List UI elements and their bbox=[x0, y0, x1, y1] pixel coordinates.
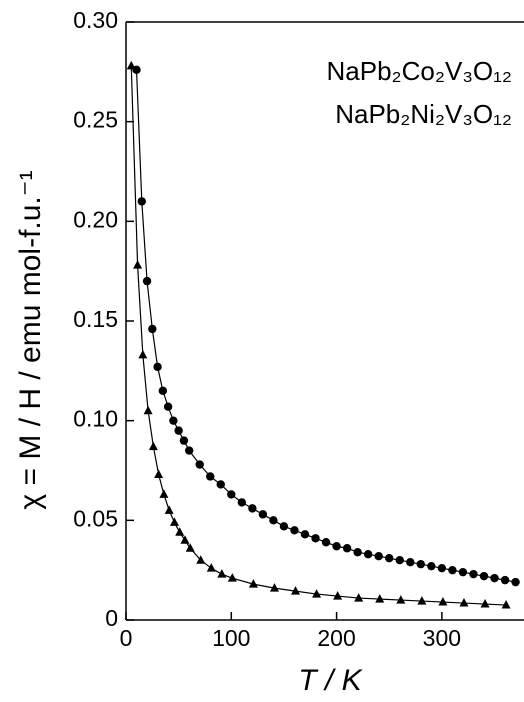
series-line bbox=[130, 65, 507, 606]
data-point bbox=[479, 571, 489, 581]
data-point bbox=[269, 583, 279, 592]
data-point bbox=[342, 544, 352, 553]
data-point bbox=[459, 598, 469, 607]
data-point bbox=[206, 472, 215, 481]
data-point bbox=[179, 436, 189, 445]
data-point bbox=[406, 557, 415, 567]
data-point bbox=[290, 526, 299, 535]
data-point bbox=[217, 569, 227, 578]
y-tick-label: 0.25 bbox=[73, 107, 118, 133]
data-point bbox=[300, 530, 310, 539]
series-line bbox=[135, 69, 516, 583]
x-tick-label: 200 bbox=[317, 625, 355, 651]
data-point bbox=[196, 555, 206, 564]
legend-text: NaPb₂Ni₂V₃O₁₂ bbox=[335, 99, 512, 129]
data-point bbox=[158, 386, 168, 395]
data-point bbox=[385, 554, 394, 563]
data-point bbox=[312, 589, 322, 598]
data-point bbox=[148, 441, 158, 451]
data-point bbox=[438, 597, 448, 606]
data-point bbox=[164, 505, 174, 514]
y-tick-label: 0.20 bbox=[73, 206, 118, 232]
x-tick-label: 100 bbox=[212, 625, 250, 651]
data-point bbox=[227, 573, 237, 582]
data-point bbox=[333, 591, 343, 600]
data-point bbox=[416, 559, 426, 569]
data-point bbox=[185, 543, 195, 552]
data-point bbox=[258, 510, 268, 519]
data-point bbox=[248, 579, 258, 588]
data-point bbox=[395, 556, 404, 565]
data-point bbox=[269, 516, 278, 525]
data-point bbox=[138, 349, 148, 359]
data-point bbox=[153, 362, 162, 372]
data-point bbox=[175, 527, 185, 536]
data-point bbox=[143, 405, 153, 415]
data-point bbox=[374, 552, 383, 561]
data-point bbox=[427, 561, 436, 571]
data-point bbox=[375, 594, 385, 603]
y-tick-label: 0.10 bbox=[73, 406, 118, 432]
data-point bbox=[321, 538, 331, 547]
x-tick-label: 0 bbox=[120, 625, 133, 651]
data-point bbox=[291, 586, 301, 595]
data-point bbox=[169, 416, 178, 425]
data-point bbox=[458, 567, 468, 577]
data-point bbox=[174, 426, 183, 435]
data-point bbox=[133, 260, 143, 269]
data-point bbox=[363, 550, 373, 559]
data-point bbox=[279, 522, 289, 531]
y-axis-label: χ = M / H / emu mol-f.u.⁻¹ bbox=[14, 170, 47, 509]
data-point bbox=[501, 600, 511, 609]
data-point bbox=[184, 446, 194, 455]
plot-area bbox=[126, 60, 520, 609]
data-point bbox=[500, 575, 510, 585]
data-point bbox=[396, 595, 406, 604]
data-point bbox=[437, 563, 447, 573]
data-point bbox=[180, 535, 190, 544]
data-point bbox=[311, 534, 320, 543]
data-point bbox=[159, 489, 169, 498]
data-point bbox=[490, 573, 499, 583]
data-point bbox=[354, 593, 364, 602]
data-point bbox=[237, 498, 247, 507]
x-tick-label: 300 bbox=[423, 625, 461, 651]
legend-text: NaPb₂Co₂V₃O₁₂ bbox=[327, 56, 512, 86]
data-point bbox=[480, 599, 490, 608]
y-tick-label: 0.30 bbox=[73, 7, 118, 33]
data-point bbox=[169, 517, 179, 526]
data-point bbox=[227, 490, 236, 499]
data-point bbox=[154, 469, 164, 478]
x-axis-label: T / K bbox=[298, 664, 363, 697]
data-point bbox=[195, 460, 204, 469]
data-point bbox=[216, 480, 225, 489]
data-point bbox=[163, 402, 173, 411]
data-point bbox=[206, 563, 216, 572]
data-point bbox=[448, 565, 457, 575]
data-point bbox=[469, 569, 478, 579]
y-tick-label: 0.05 bbox=[73, 505, 118, 531]
data-point bbox=[126, 60, 136, 70]
data-point bbox=[142, 276, 152, 286]
y-tick-label: 0 bbox=[105, 605, 118, 631]
data-point bbox=[148, 324, 157, 334]
y-tick-label: 0.15 bbox=[73, 306, 118, 332]
data-point bbox=[248, 504, 257, 513]
data-point bbox=[332, 542, 341, 551]
data-point bbox=[511, 577, 520, 587]
data-point bbox=[137, 197, 146, 206]
data-point bbox=[353, 548, 362, 557]
data-point bbox=[417, 596, 427, 605]
